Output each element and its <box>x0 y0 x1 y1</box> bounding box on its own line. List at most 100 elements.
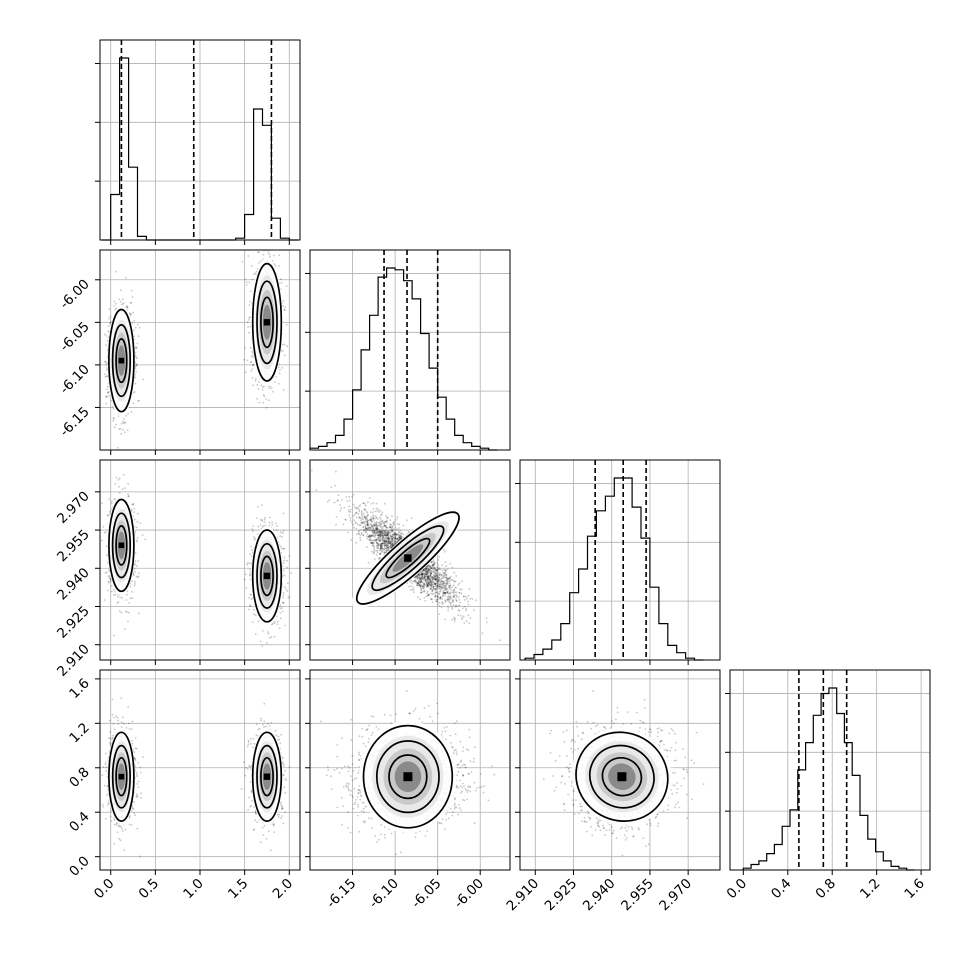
sample-point <box>117 601 120 603</box>
sample-point <box>266 642 268 645</box>
sample-point <box>117 478 120 481</box>
sample-point <box>124 487 126 489</box>
sample-point <box>260 384 263 387</box>
sample-point <box>110 399 112 402</box>
sample-point <box>244 347 246 349</box>
sample-point <box>126 305 129 308</box>
sample-point <box>263 518 266 521</box>
sample-point <box>272 254 275 257</box>
sample-point <box>119 300 122 303</box>
sample-point <box>108 394 110 397</box>
sample-point <box>122 420 124 423</box>
sample-point <box>256 384 259 386</box>
sample-point <box>244 278 247 281</box>
sample-point <box>141 534 144 537</box>
sample-point <box>113 426 116 428</box>
y-tick-label: -6.10 <box>57 361 93 397</box>
sample-point <box>105 402 107 405</box>
sample-point <box>105 545 108 548</box>
sample-point <box>264 516 266 519</box>
sample-point <box>259 518 262 521</box>
sample-point <box>261 645 264 647</box>
sample-point <box>252 248 254 250</box>
sample-point <box>106 385 109 388</box>
sample-point <box>279 369 281 371</box>
sample-point <box>258 262 260 264</box>
sample-point <box>278 382 280 385</box>
sample-point <box>282 601 285 604</box>
sample-point <box>261 520 264 522</box>
sample-point <box>133 319 136 322</box>
sample-point <box>134 518 136 521</box>
sample-point <box>142 378 145 381</box>
sample-point <box>127 495 130 498</box>
sample-point <box>278 254 281 256</box>
sample-point <box>281 343 284 346</box>
sample-point <box>259 640 262 643</box>
sample-point <box>125 599 128 601</box>
contour-line <box>256 280 278 365</box>
sample-point <box>258 401 261 404</box>
sample-point <box>137 400 139 402</box>
sample-point <box>109 580 112 583</box>
sample-point <box>139 522 142 525</box>
sample-point <box>105 375 108 377</box>
sample-point <box>272 390 274 393</box>
sample-point <box>144 538 147 541</box>
sample-point <box>254 537 257 540</box>
sample-point <box>105 335 108 337</box>
sample-point <box>127 611 130 614</box>
sample-point <box>283 559 285 562</box>
sample-point <box>118 610 121 613</box>
sample-point <box>112 417 115 419</box>
sample-point <box>285 285 288 287</box>
sample-point <box>108 577 111 579</box>
sample-point <box>131 580 134 582</box>
sample-point <box>106 388 109 391</box>
sample-point <box>274 522 277 525</box>
sample-point <box>120 422 123 425</box>
sample-point <box>122 422 125 425</box>
y-tick-label: 2.955 <box>54 527 93 566</box>
sample-point <box>134 580 136 583</box>
sample-point <box>250 361 253 363</box>
sample-point <box>268 241 270 243</box>
sample-point <box>134 583 136 585</box>
sample-point <box>286 345 288 348</box>
sample-point <box>107 325 110 327</box>
sample-point <box>274 381 276 383</box>
sample-point <box>110 590 113 593</box>
sample-point <box>108 308 111 311</box>
contour-line <box>111 324 132 398</box>
sample-point <box>251 621 254 623</box>
sample-point <box>249 593 252 596</box>
sample-point <box>107 561 109 564</box>
sample-point <box>105 395 108 398</box>
sample-point <box>274 620 276 623</box>
sample-point <box>262 401 265 404</box>
sample-point <box>287 582 289 585</box>
sample-point <box>106 589 109 592</box>
sample-point <box>250 598 253 601</box>
sample-point <box>114 483 117 485</box>
sample-point <box>129 313 132 316</box>
sample-point <box>245 586 248 589</box>
sample-point <box>248 562 251 565</box>
sample-point <box>283 343 286 346</box>
sample-point <box>119 428 122 430</box>
sample-point <box>135 365 137 367</box>
sample-point <box>133 568 136 571</box>
sample-point <box>121 597 124 599</box>
sample-point <box>137 560 139 562</box>
sample-point <box>106 339 109 342</box>
sample-point <box>136 323 139 326</box>
sample-point <box>264 230 266 232</box>
sample-point <box>107 580 110 583</box>
sample-point <box>112 408 115 410</box>
panel-frame <box>99 39 301 241</box>
sample-point <box>281 547 283 550</box>
scatter-panel <box>100 230 288 449</box>
sample-point <box>251 356 254 358</box>
sample-point <box>249 316 252 318</box>
